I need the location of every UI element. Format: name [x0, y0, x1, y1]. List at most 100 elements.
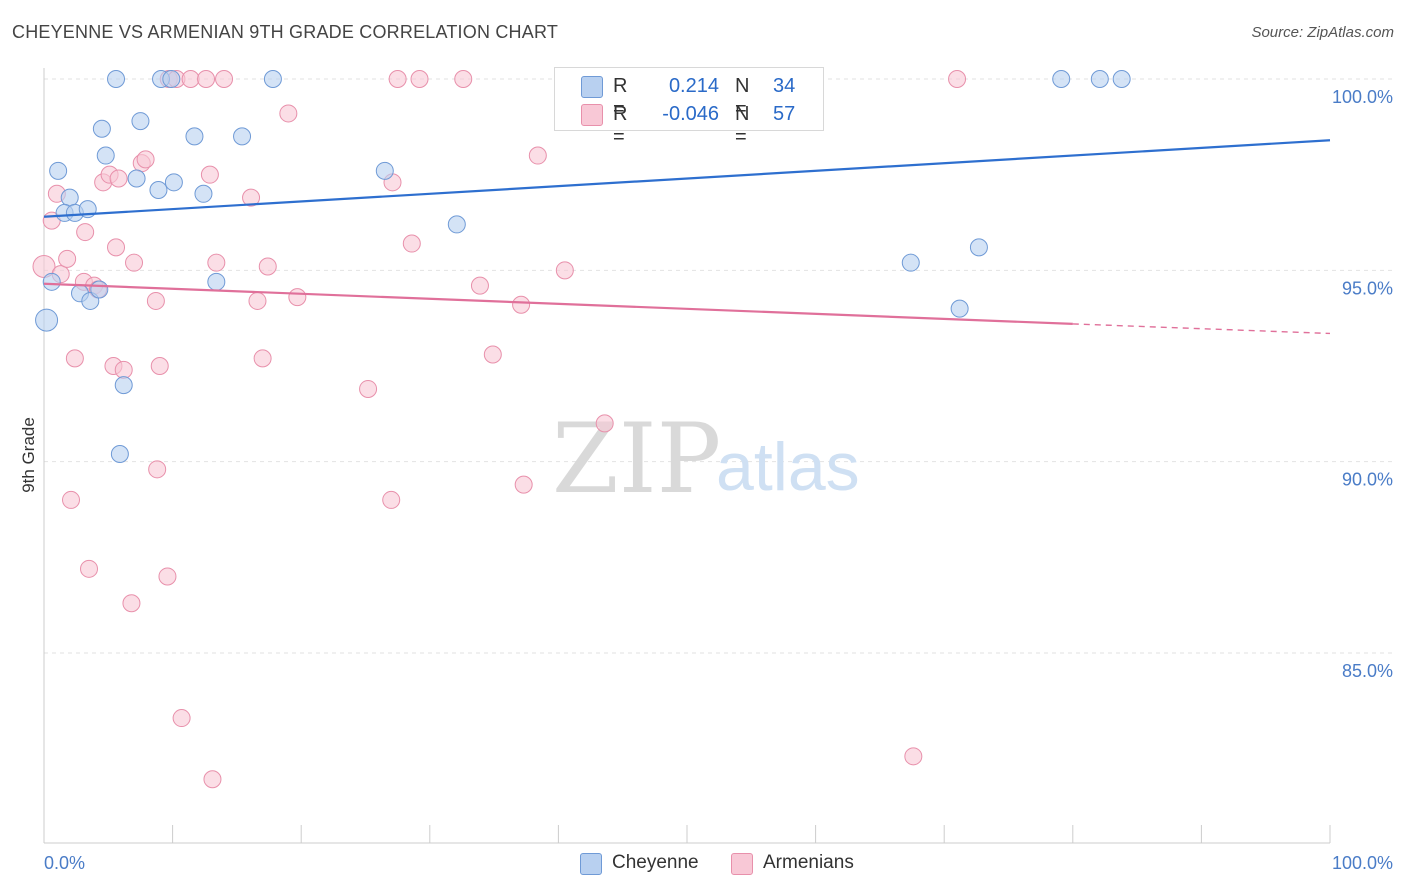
stats-swatch-armenians — [581, 104, 603, 126]
data-point — [114, 360, 133, 379]
y-tick-label: 85.0% — [1342, 661, 1393, 681]
source-credit: Source: ZipAtlas.com — [1251, 24, 1394, 41]
stats-r-label: R = — [613, 103, 628, 148]
legend-swatch-cheyenne — [580, 853, 602, 875]
x-tick-labels: 0.0% 100.0% — [44, 853, 1393, 873]
data-point — [242, 188, 261, 207]
data-point — [114, 376, 133, 395]
data-point — [483, 345, 502, 364]
stats-r-label: R = — [613, 75, 628, 120]
data-point — [470, 276, 489, 295]
data-point — [203, 770, 222, 789]
data-point — [181, 70, 200, 88]
data-point — [901, 253, 920, 272]
gridlines — [44, 78, 1395, 654]
data-point — [555, 261, 574, 280]
data-point — [969, 238, 988, 257]
data-point — [146, 291, 165, 310]
data-point — [62, 490, 81, 509]
data-point — [122, 594, 141, 613]
stats-n-value: 57 — [773, 103, 796, 125]
data-point — [528, 146, 547, 165]
data-point — [76, 223, 95, 242]
data-point — [158, 567, 177, 586]
data-point — [194, 184, 213, 203]
trend-line-cheyenne — [43, 139, 1331, 218]
data-point — [35, 308, 59, 332]
legend-swatch-armenians — [731, 853, 753, 875]
data-point — [253, 349, 272, 368]
data-point — [207, 272, 226, 291]
watermark: ZIP atlas — [552, 403, 860, 515]
data-point — [248, 291, 267, 310]
data-point — [950, 299, 969, 318]
data-point — [402, 234, 421, 253]
data-point — [96, 146, 115, 165]
stats-swatch-cheyenne — [581, 76, 603, 98]
data-point — [904, 747, 923, 766]
y-tick-label: 90.0% — [1342, 470, 1393, 490]
data-point — [1052, 70, 1071, 88]
data-point — [80, 559, 99, 578]
data-point — [92, 119, 111, 138]
data-point — [382, 490, 401, 509]
data-point — [410, 70, 429, 88]
axes — [43, 68, 1331, 844]
data-point — [110, 445, 129, 464]
watermark-atlas: atlas — [716, 429, 860, 505]
data-point — [125, 253, 144, 272]
data-point — [136, 150, 155, 169]
y-tick-label: 95.0% — [1342, 278, 1393, 298]
chart-title: CHEYENNE VS ARMENIAN 9TH GRADE CORRELATI… — [12, 22, 559, 42]
data-point — [207, 253, 226, 272]
data-point — [375, 161, 394, 180]
data-point — [148, 460, 167, 479]
stats-n-value: 34 — [773, 75, 796, 97]
data-point — [454, 70, 473, 88]
stats-n-label: N = — [735, 103, 750, 148]
data-point — [447, 215, 466, 234]
data-point — [215, 70, 234, 88]
x-tick-label: 0.0% — [44, 853, 85, 873]
stats-r-value: -0.046 — [662, 103, 719, 125]
data-point — [512, 295, 531, 314]
data-point — [58, 249, 77, 268]
x-tick-label: 100.0% — [1332, 853, 1393, 873]
y-axis-title: 9th Grade — [19, 417, 38, 493]
trend-line-armenians — [43, 282, 1073, 326]
data-point — [131, 112, 150, 131]
data-point — [42, 272, 61, 291]
stats-box: R = 0.214 N = 34 R = -0.046 N = 57 — [554, 67, 824, 148]
data-point — [595, 414, 614, 433]
data-point — [1090, 70, 1109, 88]
data-point — [127, 169, 146, 188]
trend-line-extension — [1072, 323, 1331, 335]
data-point — [107, 238, 126, 257]
data-point — [948, 70, 967, 88]
data-point — [263, 70, 282, 88]
data-point — [109, 169, 128, 188]
data-point — [107, 70, 126, 88]
data-point — [279, 104, 298, 123]
data-point — [162, 70, 181, 88]
trend-lines — [43, 139, 1331, 335]
data-point — [258, 257, 277, 276]
legend-label: Cheyenne — [612, 852, 699, 873]
y-tick-labels: 100.0% 95.0% 90.0% 85.0% — [1332, 87, 1393, 681]
data-point — [233, 127, 252, 146]
data-point — [172, 709, 191, 728]
data-point — [90, 280, 109, 299]
data-point — [200, 165, 219, 184]
data-point — [359, 379, 378, 398]
stats-n-label: N = — [735, 75, 750, 120]
data-point — [197, 70, 216, 88]
data-point — [60, 188, 79, 207]
y-tick-label: 100.0% — [1332, 87, 1393, 107]
data-point — [164, 173, 183, 192]
data-point — [1112, 70, 1131, 88]
watermark-zip: ZIP — [552, 403, 721, 515]
data-point — [65, 349, 84, 368]
data-point — [185, 127, 204, 146]
data-point — [514, 475, 533, 494]
